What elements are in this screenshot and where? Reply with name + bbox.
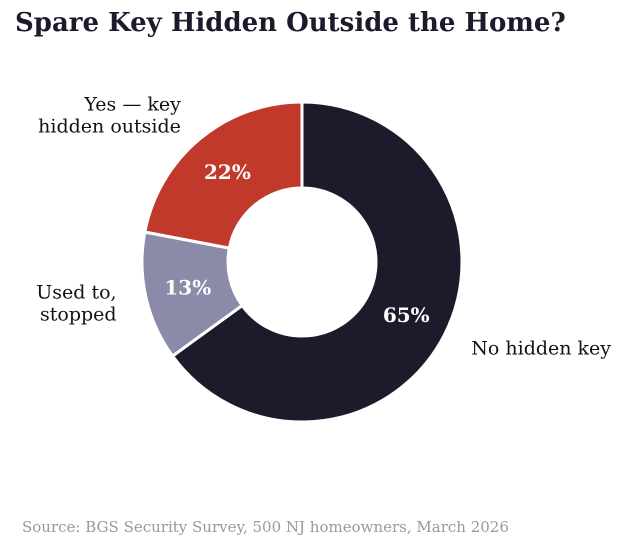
donut-slice: [143, 100, 304, 250]
donut-slices: [140, 100, 464, 424]
source-note: Source: BGS Security Survey, 500 NJ home…: [22, 518, 509, 536]
slice-category-label-line: Used to,: [36, 281, 116, 303]
slice-category-label: Yes — key hidden outside: [38, 94, 181, 138]
slice-category-label-line: stopped: [40, 303, 117, 325]
slice-category-label: No hidden key: [471, 337, 611, 359]
slice-percent-label: 65%: [383, 303, 430, 327]
percent-labels: 65% 13% 22%: [164, 160, 429, 327]
slice-category-label: Used to, stopped: [36, 281, 116, 325]
slice-percent-label: 22%: [204, 160, 251, 184]
slice-category-label-line: Yes — key: [83, 94, 181, 116]
slice-category-label-line: hidden outside: [38, 116, 181, 138]
chart-title: Spare Key Hidden Outside the Home?: [15, 8, 566, 38]
slice-category-label-line: No hidden key: [471, 337, 611, 359]
slice-percent-label: 13%: [164, 276, 211, 300]
category-labels: No hidden key Used to, stopped Yes — key hid…: [36, 94, 611, 360]
donut-slice: [170, 100, 464, 424]
